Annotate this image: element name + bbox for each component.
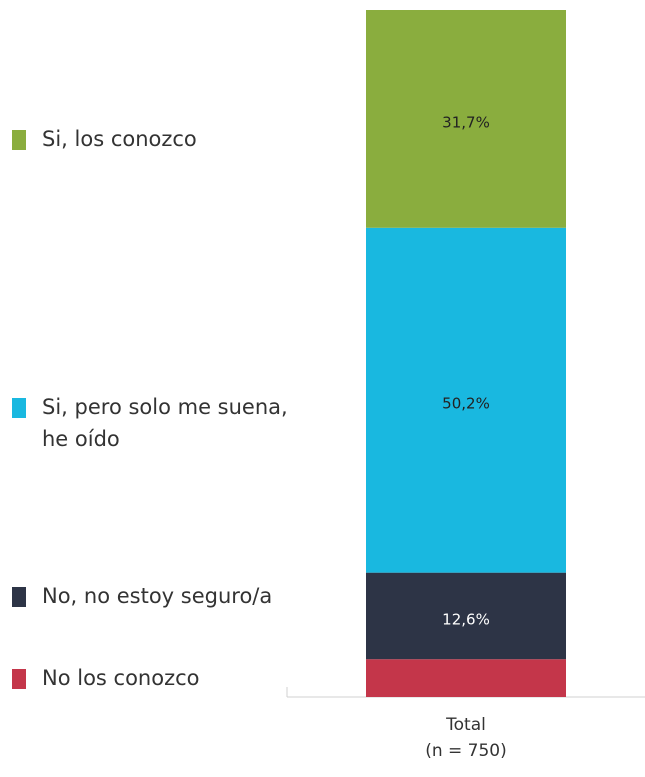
legend-swatch: [12, 587, 26, 607]
legend-swatch: [12, 669, 26, 689]
value-label: 12,6%: [442, 610, 490, 628]
bar-segment: [366, 227, 566, 573]
legend-swatch: [12, 130, 26, 150]
value-label: 31,7%: [442, 113, 490, 131]
bar-segment: [366, 659, 566, 697]
value-label: 50,2%: [442, 395, 490, 413]
legend-label: No los conozco: [42, 666, 200, 690]
legend-label: Si, los conozco: [42, 127, 197, 151]
legend-label: No, no estoy seguro/a: [42, 584, 273, 608]
bar-segment: [366, 10, 566, 228]
x-tick-label: Total (n = 750): [425, 715, 507, 761]
legend-label: Si, pero solo me suena, he oído: [42, 395, 288, 451]
bar-segment: [366, 572, 566, 660]
legend-swatch: [12, 398, 26, 418]
